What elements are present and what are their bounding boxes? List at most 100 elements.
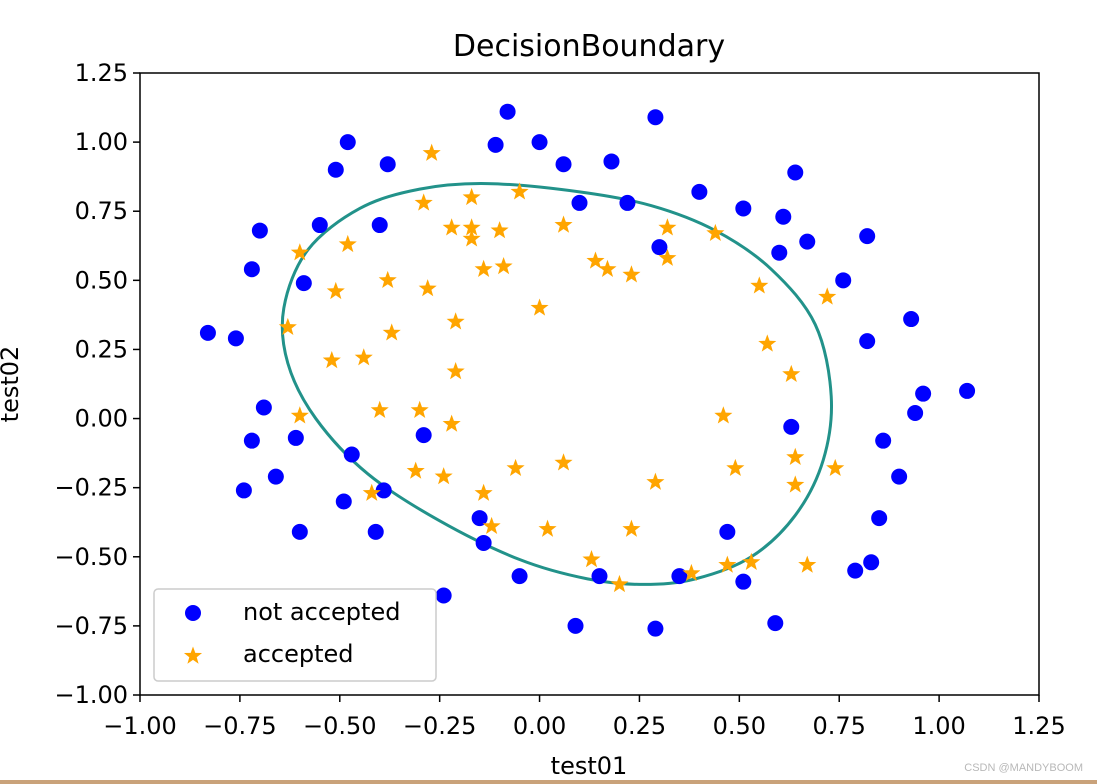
point-accepted bbox=[530, 298, 549, 316]
point-not-accepted bbox=[735, 200, 752, 217]
point-not-accepted bbox=[435, 587, 452, 604]
point-accepted bbox=[718, 555, 737, 573]
x-tick-label: 0.25 bbox=[613, 712, 666, 740]
point-not-accepted bbox=[487, 136, 504, 153]
point-not-accepted bbox=[243, 432, 260, 449]
chart-title: DecisionBoundary bbox=[453, 29, 725, 64]
point-accepted bbox=[798, 555, 817, 573]
axes-frame bbox=[139, 72, 1040, 696]
point-not-accepted bbox=[875, 432, 892, 449]
point-not-accepted bbox=[787, 164, 804, 181]
point-accepted bbox=[658, 248, 677, 266]
point-not-accepted bbox=[291, 523, 308, 540]
point-accepted bbox=[786, 475, 805, 493]
point-accepted bbox=[354, 348, 373, 366]
point-not-accepted bbox=[647, 620, 664, 637]
point-not-accepted bbox=[311, 217, 328, 234]
point-accepted bbox=[714, 406, 733, 424]
point-accepted bbox=[422, 143, 441, 161]
point-not-accepted bbox=[859, 228, 876, 245]
point-accepted bbox=[554, 453, 573, 471]
point-not-accepted bbox=[327, 161, 344, 178]
point-accepted bbox=[378, 270, 397, 289]
point-accepted bbox=[462, 218, 481, 236]
point-accepted bbox=[446, 362, 465, 380]
point-accepted bbox=[506, 458, 525, 476]
x-tick-label: 0.75 bbox=[813, 712, 866, 740]
bottom-rule bbox=[0, 780, 1097, 784]
point-accepted bbox=[622, 265, 641, 283]
point-accepted bbox=[446, 312, 465, 330]
point-not-accepted bbox=[531, 134, 548, 151]
point-accepted bbox=[474, 483, 493, 501]
point-not-accepted bbox=[475, 534, 492, 551]
point-accepted bbox=[322, 351, 341, 369]
point-not-accepted bbox=[671, 568, 688, 585]
point-accepted bbox=[362, 483, 381, 501]
y-tick-label: 1.00 bbox=[75, 128, 128, 156]
point-not-accepted bbox=[511, 568, 528, 585]
y-axis-label: test02 bbox=[0, 346, 24, 423]
point-not-accepted bbox=[415, 427, 432, 444]
x-tick-label: 0.50 bbox=[713, 712, 766, 740]
point-accepted bbox=[726, 458, 745, 476]
point-not-accepted bbox=[339, 134, 356, 151]
x-tick-label: −1.00 bbox=[103, 712, 177, 740]
point-not-accepted bbox=[915, 385, 932, 402]
point-not-accepted bbox=[227, 330, 244, 347]
legend-label-not-accepted: not accepted bbox=[243, 598, 400, 626]
point-accepted bbox=[482, 516, 501, 535]
x-tick-label: 0.00 bbox=[513, 712, 566, 740]
point-accepted bbox=[598, 259, 617, 277]
point-not-accepted bbox=[835, 272, 852, 289]
point-not-accepted bbox=[371, 217, 388, 234]
point-accepted bbox=[706, 223, 725, 242]
x-axis-ticks: −1.00 −0.75 −0.50 −0.25 0.00 0.25 0.50 0.75 1.00… bbox=[103, 695, 1066, 740]
point-accepted bbox=[742, 552, 761, 570]
point-accepted bbox=[462, 229, 481, 247]
legend-marker-not-accepted bbox=[185, 605, 201, 621]
point-accepted bbox=[758, 334, 777, 352]
legend: not accepted accepted bbox=[153, 588, 437, 682]
point-not-accepted bbox=[379, 156, 396, 173]
point-not-accepted bbox=[603, 153, 620, 170]
point-accepted bbox=[382, 323, 401, 341]
point-accepted bbox=[290, 406, 309, 424]
point-not-accepted bbox=[243, 261, 260, 278]
point-not-accepted bbox=[651, 239, 668, 256]
point-accepted bbox=[278, 317, 297, 336]
y-tick-label: 0.25 bbox=[75, 335, 128, 363]
point-not-accepted bbox=[571, 194, 588, 211]
point-accepted bbox=[750, 276, 769, 294]
point-not-accepted bbox=[859, 333, 876, 350]
point-accepted bbox=[826, 458, 845, 476]
point-not-accepted bbox=[871, 510, 888, 527]
point-not-accepted bbox=[235, 482, 252, 499]
point-accepted bbox=[582, 550, 601, 568]
x-tick-label: 1.25 bbox=[1012, 712, 1065, 740]
point-not-accepted bbox=[903, 311, 920, 328]
watermark: CSDN @MANDYBOOM bbox=[964, 762, 1083, 774]
point-not-accepted bbox=[287, 429, 304, 446]
decision-boundary-curve bbox=[280, 182, 834, 586]
point-accepted bbox=[538, 519, 557, 537]
point-not-accepted bbox=[255, 399, 272, 416]
x-tick-label: −0.25 bbox=[403, 712, 477, 740]
point-accepted bbox=[414, 193, 433, 211]
point-not-accepted bbox=[267, 468, 284, 485]
point-not-accepted bbox=[295, 275, 312, 292]
point-not-accepted bbox=[251, 222, 268, 239]
point-not-accepted bbox=[343, 446, 360, 463]
point-accepted bbox=[818, 287, 837, 305]
point-not-accepted bbox=[735, 573, 752, 590]
point-not-accepted bbox=[471, 510, 488, 527]
point-accepted bbox=[370, 400, 389, 418]
point-not-accepted bbox=[775, 208, 792, 225]
x-tick-label: 1.00 bbox=[912, 712, 965, 740]
point-accepted bbox=[658, 218, 677, 236]
point-accepted bbox=[786, 447, 805, 465]
x-axis-label: test01 bbox=[551, 752, 628, 780]
point-accepted bbox=[442, 414, 461, 432]
point-accepted bbox=[434, 467, 453, 485]
